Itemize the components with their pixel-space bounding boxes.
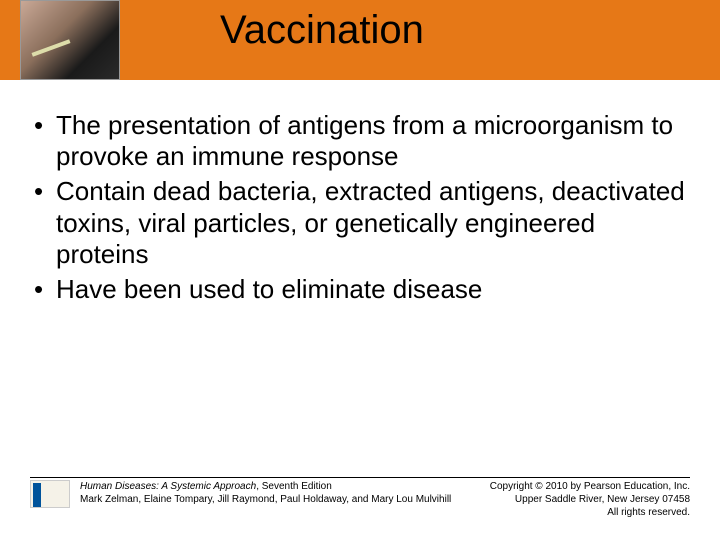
footer-divider <box>30 477 690 478</box>
copyright-line: Copyright © 2010 by Pearson Education, I… <box>490 480 690 493</box>
bullet-item: Contain dead bacteria, extracted antigen… <box>30 176 690 270</box>
bullet-item: The presentation of antigens from a micr… <box>30 110 690 172</box>
pearson-logo <box>30 480 70 508</box>
bullet-item: Have been used to eliminate disease <box>30 274 690 305</box>
footer-left: Human Diseases: A Systemic Approach, Sev… <box>30 480 451 508</box>
content-area: The presentation of antigens from a micr… <box>30 110 690 309</box>
book-authors: Mark Zelman, Elaine Tompary, Jill Raymon… <box>80 493 451 506</box>
footer-right: Copyright © 2010 by Pearson Education, I… <box>490 480 690 519</box>
copyright-line: Upper Saddle River, New Jersey 07458 <box>490 493 690 506</box>
book-edition: , Seventh Edition <box>256 481 332 492</box>
copyright-line: All rights reserved. <box>490 506 690 519</box>
footer: Human Diseases: A Systemic Approach, Sev… <box>0 480 720 530</box>
book-title: Human Diseases: A Systemic Approach <box>80 481 256 492</box>
slide-title: Vaccination <box>220 8 424 53</box>
header-thumbnail-image <box>20 0 120 80</box>
book-info: Human Diseases: A Systemic Approach, Sev… <box>80 480 451 506</box>
bullet-list: The presentation of antigens from a micr… <box>30 110 690 305</box>
